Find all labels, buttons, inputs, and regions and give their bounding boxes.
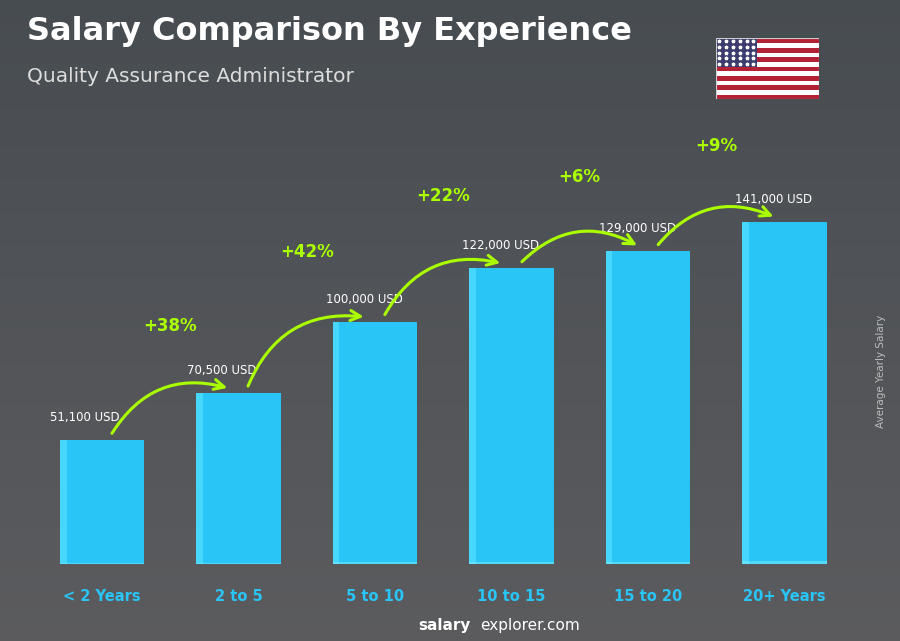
Bar [196,563,281,564]
Text: +42%: +42% [280,243,334,261]
Bar [716,53,819,57]
Bar [606,251,612,564]
Text: explorer.com: explorer.com [480,619,580,633]
Text: 122,000 USD: 122,000 USD [463,240,539,253]
Text: 70,500 USD: 70,500 USD [186,364,256,378]
Text: 129,000 USD: 129,000 USD [598,222,676,235]
Text: 10 to 15: 10 to 15 [477,588,545,604]
Bar [333,322,339,564]
Bar [333,562,418,564]
Bar [716,43,819,48]
Text: 51,100 USD: 51,100 USD [50,412,120,424]
Text: 5 to 10: 5 to 10 [346,588,404,604]
Bar [716,62,819,67]
Text: +22%: +22% [417,187,470,205]
Bar [716,90,819,95]
Bar [716,67,819,71]
Bar [59,440,144,564]
Text: Quality Assurance Administrator: Quality Assurance Administrator [27,67,354,87]
Bar [716,57,819,62]
Bar [469,268,554,564]
Bar [742,222,749,564]
Text: Average Yearly Salary: Average Yearly Salary [877,315,886,428]
Bar [716,76,819,81]
Text: +38%: +38% [143,317,197,335]
Bar [742,562,827,564]
Bar [716,48,819,53]
Bar [196,393,203,564]
Bar [716,71,819,76]
Text: 15 to 20: 15 to 20 [614,588,682,604]
Bar [59,563,144,564]
Bar [716,81,819,85]
Bar [606,562,690,564]
Text: +6%: +6% [559,168,600,186]
Text: < 2 Years: < 2 Years [63,588,141,604]
Text: 141,000 USD: 141,000 USD [735,194,813,206]
Bar [333,322,418,564]
Text: salary: salary [418,619,471,633]
Bar [716,95,819,99]
Bar [742,222,827,564]
Bar [469,562,554,564]
Text: 2 to 5: 2 to 5 [215,588,263,604]
Bar [59,440,67,564]
Bar [196,393,281,564]
Bar [606,251,690,564]
Text: 20+ Years: 20+ Years [743,588,826,604]
Bar [716,38,757,67]
Text: Salary Comparison By Experience: Salary Comparison By Experience [27,16,632,47]
Text: +9%: +9% [695,137,737,154]
Text: 100,000 USD: 100,000 USD [326,293,403,306]
Bar [716,38,819,43]
Bar [469,268,476,564]
Bar [716,85,819,90]
